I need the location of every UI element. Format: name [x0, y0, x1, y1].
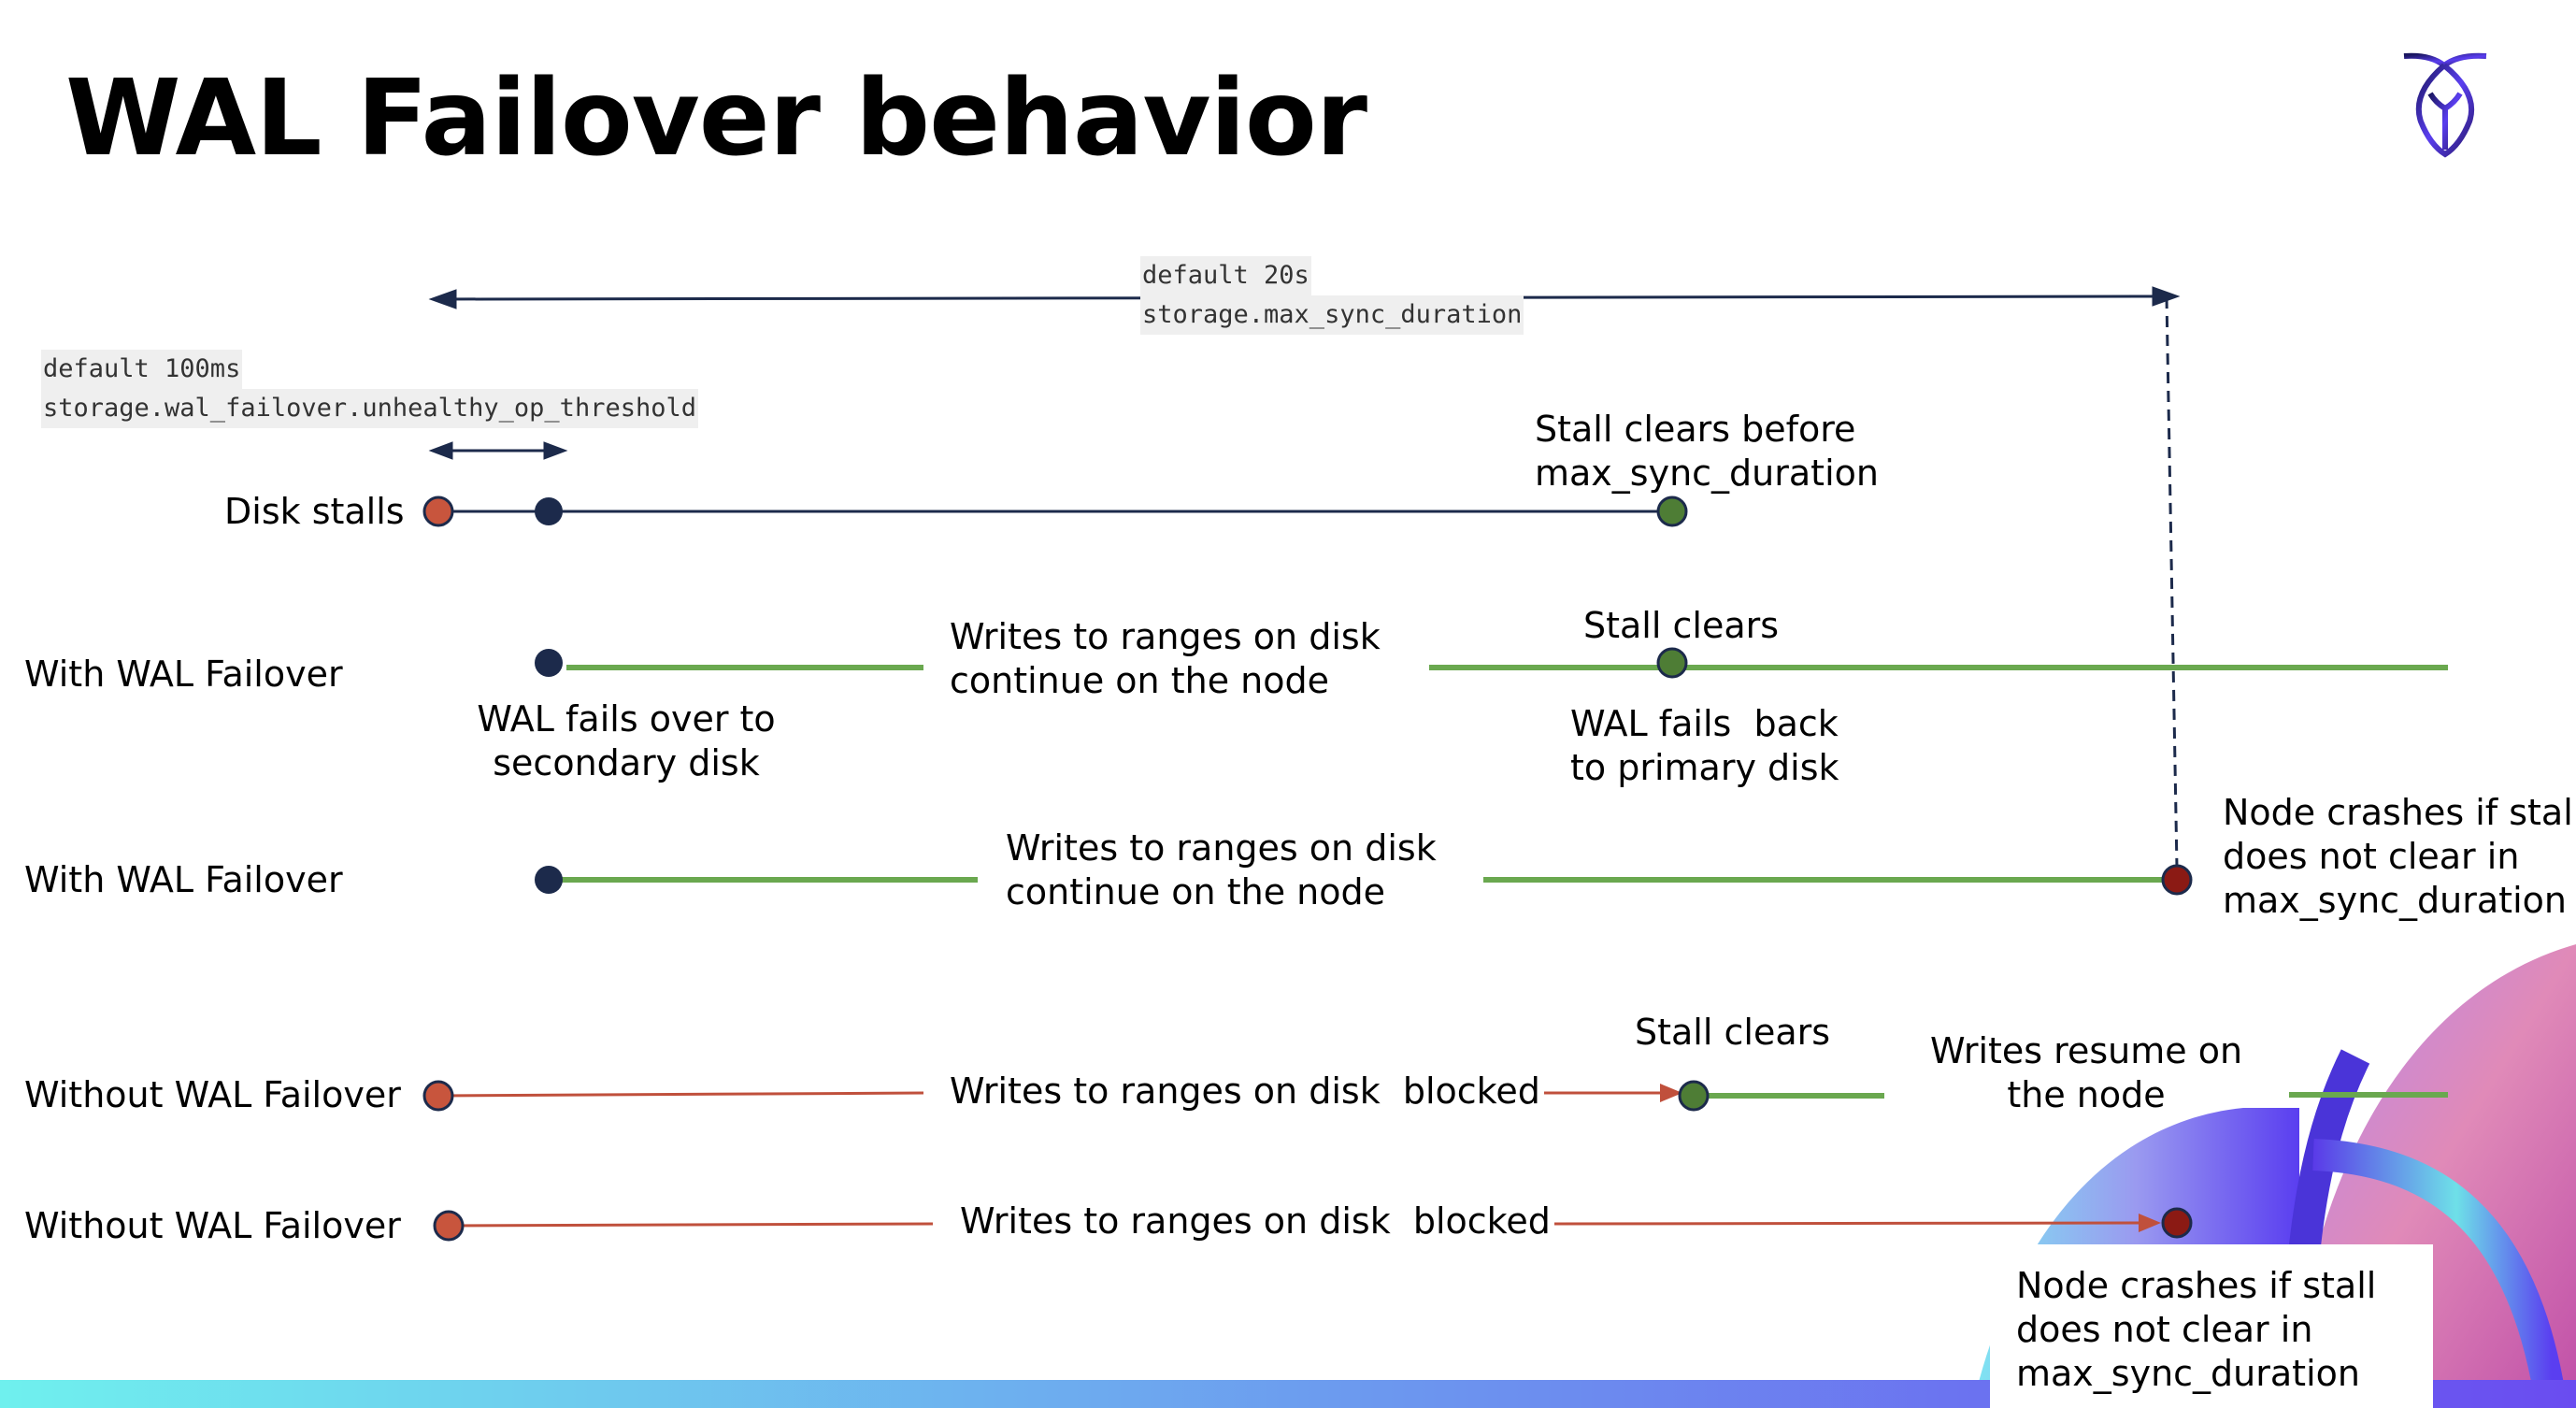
threshold-dot — [535, 497, 563, 525]
stall-clears-text: Stall clears — [1635, 1012, 1831, 1053]
row-label-without-failover: Without WAL Failover — [24, 1074, 401, 1115]
stall-clear-dot — [1656, 647, 1688, 679]
failover-dot — [535, 866, 563, 894]
writes-continue-text: Writes to ranges on disk continue on the … — [1006, 827, 1437, 912]
stall-start-dot — [433, 1210, 465, 1242]
node-crash-text: Node crashes if stall does not clear in ma… — [2223, 792, 2576, 921]
blocked-line — [437, 1091, 924, 1098]
fails-over-text: WAL fails over to secondary disk — [477, 698, 776, 783]
setting-name: storage.max_sync_duration — [1140, 295, 1524, 335]
blocked-line — [448, 1222, 934, 1228]
stall-start-dot — [422, 1080, 454, 1112]
page-title: WAL Failover behavior — [65, 58, 1367, 180]
cockroach-logo-icon — [2403, 52, 2487, 158]
note-background — [1990, 1244, 2433, 1408]
failover-dot — [535, 649, 563, 677]
writes-blocked-text: Writes to ranges on disk blocked — [950, 1070, 1540, 1112]
writes-blocked-text: Writes to ranges on disk blocked — [960, 1200, 1551, 1242]
row-label-disk-stalls: Disk stalls — [224, 491, 405, 532]
fails-back-text: WAL fails back to primary disk — [1570, 703, 1839, 788]
row-label-with-failover: With WAL Failover — [24, 654, 343, 695]
stall-clear-dot — [1678, 1080, 1710, 1112]
stall-start-dot — [422, 496, 454, 527]
setting-default: default 100ms — [41, 350, 243, 389]
crash-dot — [2161, 864, 2193, 896]
node-crash-text: Node crashes if stall does not clear in ma… — [2016, 1265, 2377, 1394]
stall-clear-dot — [1656, 496, 1688, 527]
threshold-setting: default 100ms storage.wal_failover.unhea… — [41, 350, 698, 428]
crash-dot — [2161, 1207, 2193, 1239]
stall-clears-before-note: Stall clears before max_sync_duration — [1535, 409, 1879, 494]
blocked-arrow — [1553, 1221, 2151, 1226]
threshold-arrow — [428, 441, 568, 460]
writes-continue-text: Writes to ranges on disk continue on the … — [950, 616, 1381, 701]
writes-resume-text: Writes resume on the node — [1929, 1030, 2243, 1115]
row-label-without-failover: Without WAL Failover — [24, 1205, 401, 1246]
stall-clears-text: Stall clears — [1583, 605, 1780, 646]
row-label-with-failover: With WAL Failover — [24, 859, 343, 900]
setting-default: default 20s — [1140, 256, 1311, 295]
max-sync-duration-setting: default 20s storage.max_sync_duration — [1140, 256, 1524, 335]
setting-name: storage.wal_failover.unhealthy_op_thresh… — [41, 389, 698, 428]
